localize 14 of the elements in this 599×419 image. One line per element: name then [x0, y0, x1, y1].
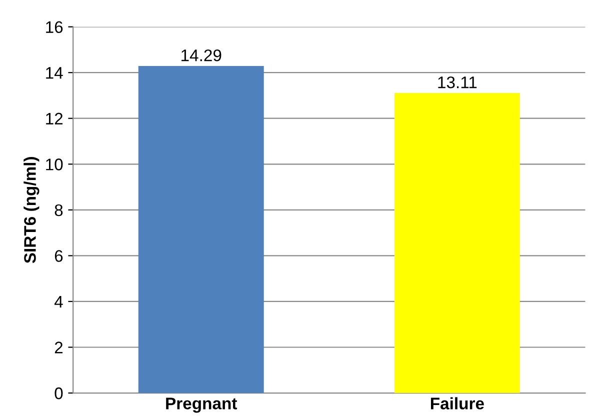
x-tick-label: Pregnant [166, 398, 238, 413]
x-tick-label: Failure [430, 397, 484, 410]
y-tick-label: 16 [46, 21, 63, 34]
y-axis-title: SIRT6 (ng/ml) [24, 157, 40, 264]
y-tick-label: 8 [54, 204, 63, 216]
y-tick-label: 0 [54, 387, 63, 400]
y-tick-label: 10 [46, 158, 63, 170]
y-tick-label: 14 [46, 67, 63, 79]
y-tick-label: 2 [54, 342, 63, 354]
data-label: 13.11 [438, 76, 477, 88]
y-tick-label: 6 [54, 250, 63, 262]
data-label: 14.29 [182, 49, 222, 62]
y-tick-label: 4 [54, 296, 63, 308]
y-tick-label: 12 [46, 112, 63, 124]
